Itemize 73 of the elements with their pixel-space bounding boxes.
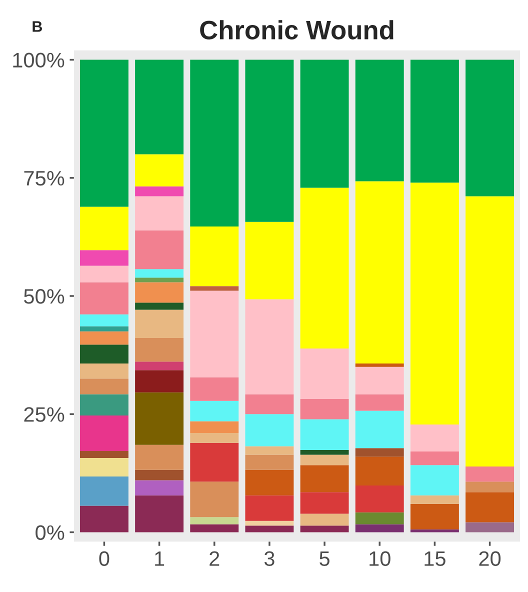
bar [300,492,349,514]
bar [355,448,404,457]
bar [355,60,404,182]
bar [300,419,349,450]
bar [245,394,294,414]
bar [135,370,184,392]
x-tick-label: 2 [210,551,220,566]
bar [190,290,239,378]
bar [245,526,294,532]
bar [466,482,514,492]
bar [80,326,128,332]
bar [245,299,294,394]
bar [135,362,184,370]
bar [466,492,514,522]
bar [245,222,294,300]
bar [300,465,349,492]
y-tick-label: 50% [24,289,64,304]
bar [245,414,294,446]
bar [300,60,349,188]
bar [135,278,184,282]
bar [410,504,459,530]
bar [300,398,349,420]
y-tick-label: 25% [24,407,64,422]
bar [245,60,294,222]
bar [300,188,349,348]
y-tick-label: 0% [36,525,64,540]
bar [135,470,184,480]
bar [135,444,184,470]
bar [300,348,349,399]
x-tick-label: 3 [264,551,274,566]
bar [190,286,239,291]
bar [190,377,239,401]
y-tick-label: 100% [13,52,64,68]
x-tick-label: 5 [320,551,330,566]
bar [190,433,239,443]
chart-title: Chronic Wound [200,20,394,40]
bar [80,458,128,476]
bar [80,476,128,506]
bar [355,524,404,532]
bar [80,378,128,394]
bar [245,454,294,470]
bar [190,421,239,434]
bar [355,181,404,364]
bar [355,485,404,512]
bar [190,524,239,532]
bar [135,480,184,496]
bar [80,394,128,416]
bar [190,482,239,518]
bar [135,495,184,532]
bar [466,522,514,532]
bar [300,454,349,466]
bar [245,520,294,526]
bar [245,495,294,521]
bar [245,470,294,496]
bar [135,60,184,154]
bar [80,450,128,458]
y-tick-label: 75% [24,170,64,186]
bar [300,450,349,455]
bar [135,392,184,445]
x-tick-label: 15 [424,551,446,566]
bar [80,416,128,451]
bar [80,506,128,532]
bar [300,526,349,532]
x-tick-label: 0 [99,551,110,566]
x-tick-label: 10 [370,551,390,566]
text: B [32,21,42,32]
bar [135,338,184,362]
bar [355,456,404,486]
x-tick-label: 1 [155,551,164,566]
bar [190,517,239,524]
bar [190,400,239,422]
bar [355,512,404,524]
x-tick-label: 20 [479,551,501,566]
